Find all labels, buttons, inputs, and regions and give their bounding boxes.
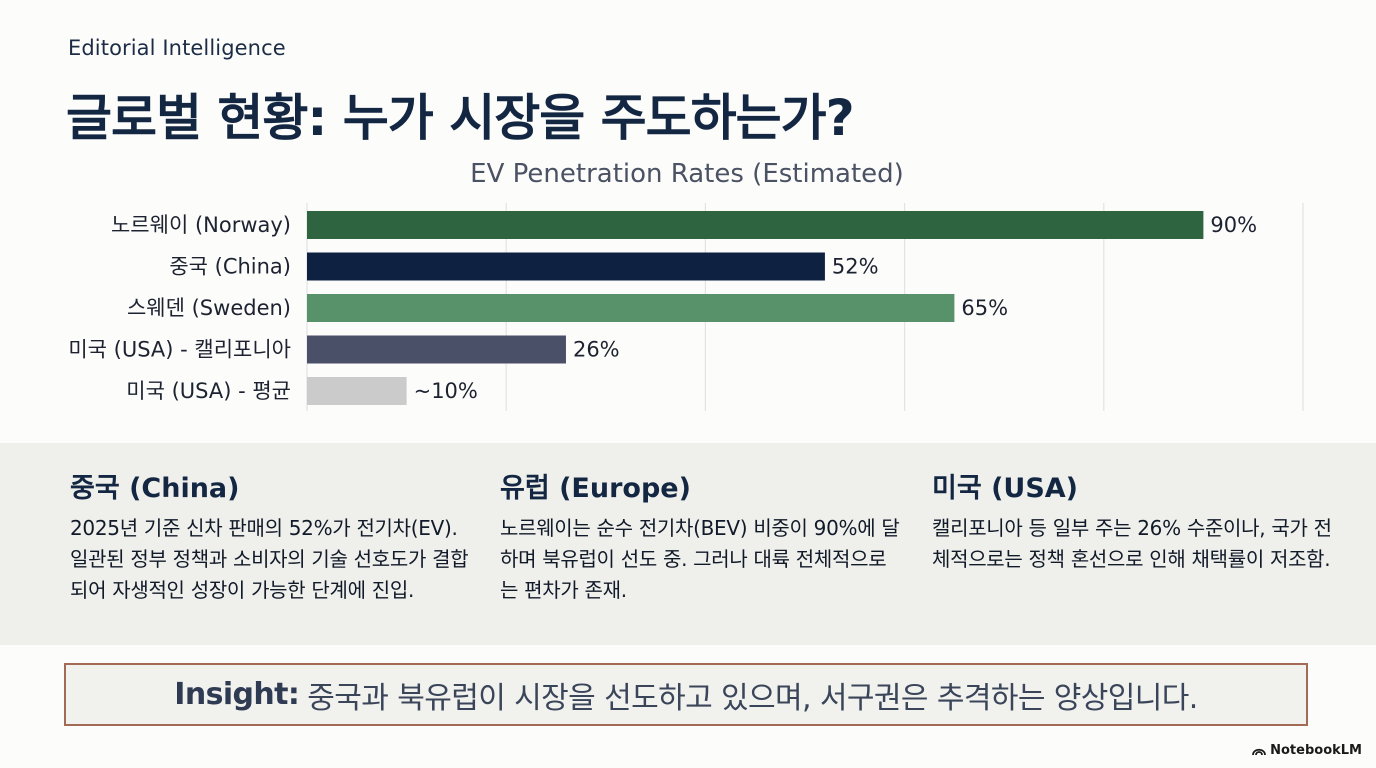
eyebrow-label: Editorial Intelligence [68,36,286,60]
value-label: 26% [573,338,620,362]
insight-label: Insight: [174,677,300,712]
region-china: 중국 (China) 2025년 기준 신차 판매의 52%가 전기차(EV).… [70,466,470,606]
region-china-body: 2025년 기준 신차 판매의 52%가 전기차(EV). 일관된 정부 정책과… [70,516,469,602]
insight-box: Insight: 중국과 북유럽이 시장을 선도하고 있으며, 서구권은 추격하… [64,663,1308,726]
value-label: ~10% [414,379,478,403]
ev-penetration-chart: EV Penetration Rates (Estimated) 노르웨이 (N… [68,159,1304,411]
region-china-heading: 중국 (China) [70,473,240,504]
bar-4 [307,377,407,405]
region-usa-body: 캘리포니아 등 일부 주는 26% 수준이나, 국가 전체적으로는 정책 혼선으… [932,516,1332,571]
notebooklm-icon [1252,748,1267,756]
region-europe: 유럽 (Europe) 노르웨이는 순수 전기차(BEV) 비중이 90%에 달… [500,466,900,606]
region-usa: 미국 (USA) 캘리포니아 등 일부 주는 26% 수준이나, 국가 전체적으… [932,466,1332,575]
regions-panel [0,443,1376,645]
brand-watermark: NotebookLM [1252,743,1362,758]
page-title: 글로벌 현황: 누가 시장을 주도하는가? [66,89,855,147]
bar-3 [307,335,566,364]
value-label: 65% [961,296,1008,320]
value-label: 90% [1210,213,1257,237]
bar-1 [307,252,825,281]
category-label: 스웨덴 (Sweden) [127,296,291,320]
category-label: 미국 (USA) - 평균 [126,379,291,403]
value-label: 52% [832,255,879,279]
region-usa-heading: 미국 (USA) [932,473,1079,504]
chart-bars: 노르웨이 (Norway) 90% 중국 (China) 52% 스웨덴 (Sweden… [68,211,1257,405]
region-europe-body: 노르웨이는 순수 전기차(BEV) 비중이 90%에 달하며 북유럽이 선도 중… [500,516,900,602]
category-label: 노르웨이 (Norway) [111,213,291,237]
bar-2 [307,294,955,322]
chart-title: EV Penetration Rates (Estimated) [470,159,904,189]
category-label: 중국 (China) [169,255,291,279]
category-label: 미국 (USA) - 캘리포니아 [68,338,291,362]
brand-name: NotebookLM [1270,743,1362,758]
region-europe-heading: 유럽 (Europe) [500,473,691,504]
insight-text: 중국과 북유럽이 시장을 선도하고 있으며, 서구권은 추격하는 양상입니다. [307,680,1198,716]
bar-0 [307,211,1204,239]
